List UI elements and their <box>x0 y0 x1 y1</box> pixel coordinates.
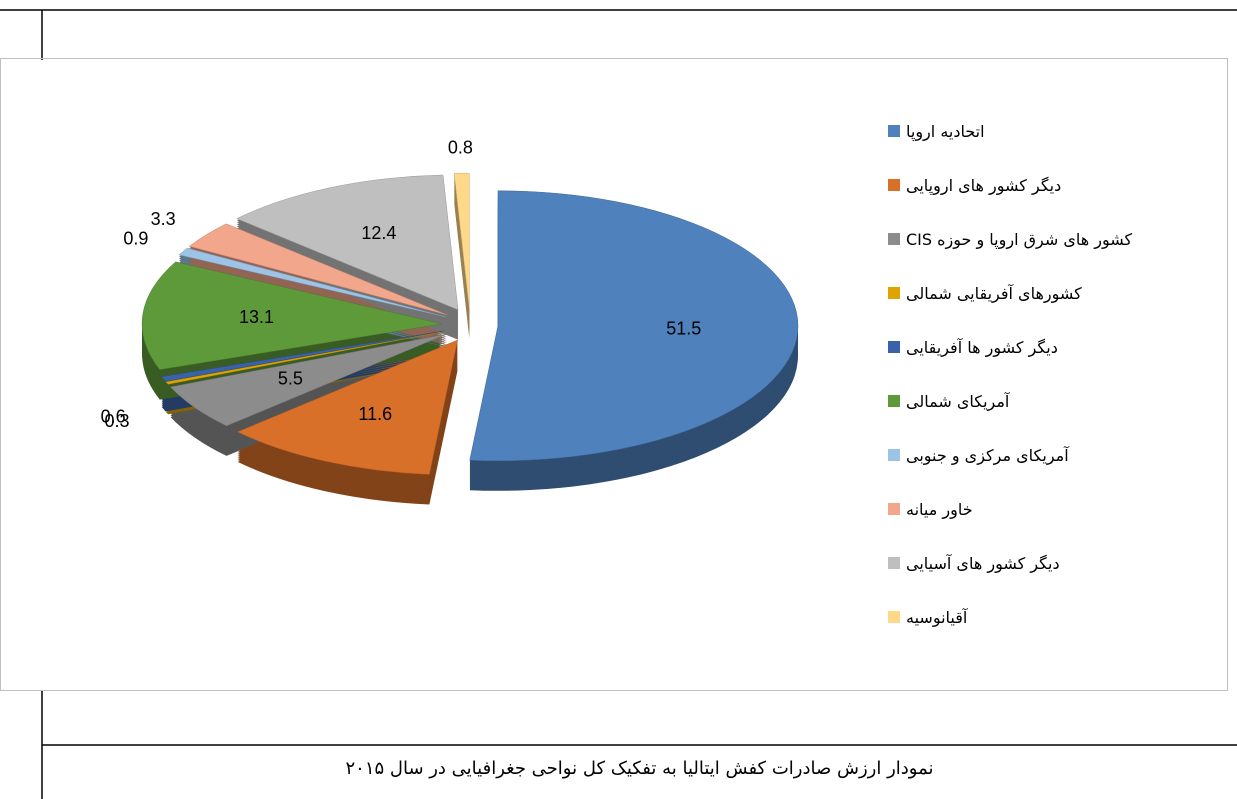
legend-label: آمریکای شمالی <box>906 391 1010 411</box>
chart-border <box>0 58 1228 691</box>
slice <box>469 190 799 462</box>
caption: نمودار ارزش صادرات کفش ایتالیا به تفکیک … <box>345 758 934 779</box>
legend-item: دیگر کشور های اروپایی <box>888 158 1132 212</box>
legend-swatch <box>888 287 900 299</box>
chart: 51.5 11.6 5.5 0.30.6 13.1 0.93.3 12.4 0.8 <box>101 138 799 505</box>
slice <box>236 174 459 311</box>
data-label: 13.1 <box>239 307 274 327</box>
legend-swatch <box>888 503 900 515</box>
legend-item: کشور های شرق اروپا و حوزه CIS <box>888 212 1132 266</box>
legend: اتحادیه اروپا دیگر کشور های اروپایی کشور ه… <box>888 104 1132 644</box>
legend-label: خاور میانه <box>906 499 973 519</box>
legend-label: آمریکای مرکزی و جنوبی <box>906 445 1069 465</box>
slice <box>178 247 446 318</box>
legend-label: آقیانوسیه <box>906 607 968 627</box>
data-label: 12.4 <box>361 223 396 243</box>
legend-item: اتحادیه اروپا <box>888 104 1132 158</box>
slice <box>453 172 470 309</box>
legend-swatch <box>888 557 900 569</box>
legend-swatch <box>888 125 900 137</box>
slice <box>161 330 444 382</box>
legend-swatch <box>888 449 900 461</box>
data-label: 0.9 <box>123 228 148 248</box>
legend-swatch <box>888 179 900 191</box>
slice <box>188 223 448 316</box>
legend-item: دیگر کشور ها آفریقایی <box>888 320 1132 374</box>
legend-item: کشورهای آفریقایی شمالی <box>888 266 1132 320</box>
legend-item: دیگر کشور های آسیایی <box>888 536 1132 590</box>
slice <box>165 331 445 385</box>
legend-swatch <box>888 341 900 353</box>
legend-swatch <box>888 611 900 623</box>
legend-label: اتحادیه اروپا <box>906 121 985 141</box>
slice <box>141 261 443 370</box>
data-label: 0.8 <box>448 138 473 158</box>
legend-item: آقیانوسیه <box>888 590 1132 644</box>
legend-item: آمریکای مرکزی و جنوبی <box>888 428 1132 482</box>
data-label: 0.3 <box>105 411 130 431</box>
data-label: 3.3 <box>151 209 176 229</box>
data-label: 0.6 <box>101 407 126 427</box>
data-label: 51.5 <box>666 318 701 338</box>
legend-swatch <box>888 395 900 407</box>
legend-item: آمریکای شمالی <box>888 374 1132 428</box>
slice <box>237 339 458 475</box>
legend-label: دیگر کشور ها آفریقایی <box>906 337 1058 357</box>
slice <box>169 333 447 427</box>
legend-label: کشور های شرق اروپا و حوزه CIS <box>906 229 1133 249</box>
legend-label: دیگر کشور های آسیایی <box>906 553 1060 573</box>
data-label: 11.6 <box>358 404 392 424</box>
data-label: 5.5 <box>278 368 303 388</box>
legend-label: دیگر کشور های اروپایی <box>906 175 1062 195</box>
legend-item: خاور میانه <box>888 482 1132 536</box>
legend-swatch <box>888 233 900 245</box>
legend-label: کشورهای آفریقایی شمالی <box>906 283 1082 303</box>
